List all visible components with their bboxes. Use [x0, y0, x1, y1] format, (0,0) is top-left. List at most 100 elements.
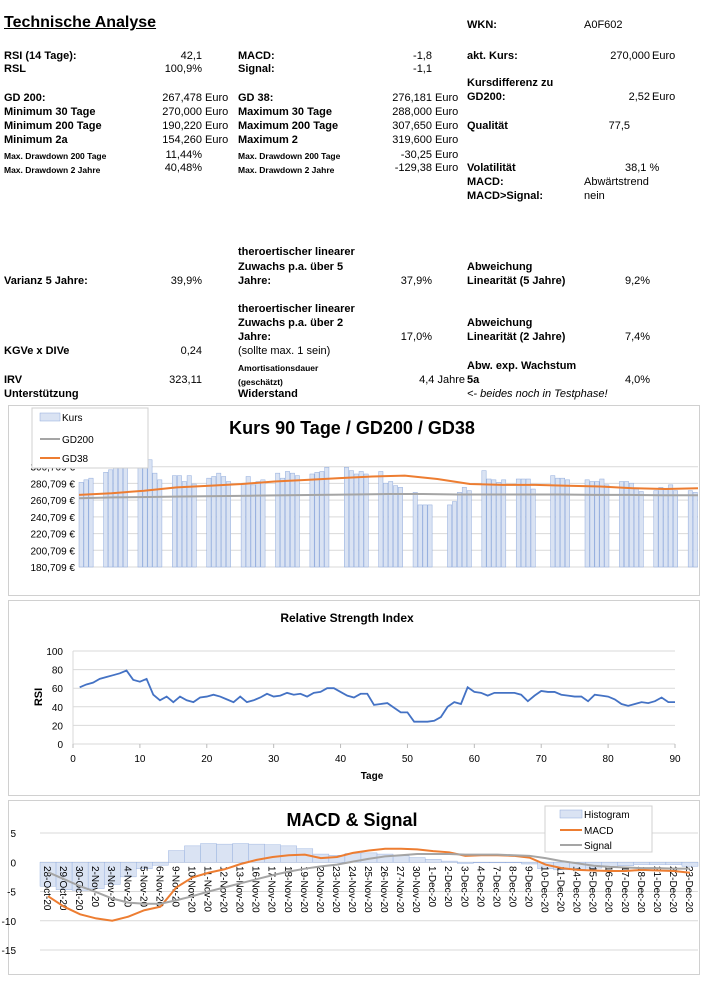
min30-label: Minimum 30 Tage: [4, 106, 96, 118]
histogram-bar: [120, 862, 137, 878]
x-tick-label: 13-Nov-20: [234, 866, 245, 913]
rsi-label: RSI (14 Tage):: [4, 50, 77, 62]
zuw5-l1-value: theroertischer linearer: [238, 246, 355, 258]
kurs-bar: [491, 479, 497, 568]
dd200-label: Max. Drawdown 200 Tage: [4, 151, 107, 161]
kurs-bar: [452, 501, 457, 568]
chart-title: Kurs 90 Tage / GD200 / GD38: [229, 418, 475, 438]
y-tick-label: 80: [52, 666, 64, 677]
x-tick-label: 18-Nov-20: [282, 866, 293, 913]
kurs-bar: [83, 479, 89, 568]
rsi-line: [79, 669, 675, 723]
x-tick-label: 10-Dec-20: [539, 866, 550, 913]
kgve-value: 0,24: [180, 345, 202, 357]
kurs-bar: [594, 481, 600, 568]
macd-value: -1,8: [413, 50, 432, 62]
kurs-bar: [191, 483, 197, 568]
legend-label: MACD: [584, 826, 613, 837]
legend-label: Kurs: [62, 413, 83, 424]
kgve-label: KGVe x DIVe: [4, 345, 70, 357]
max2-label: Maximum 2: [238, 134, 298, 146]
rsi-value: 42,1: [180, 50, 202, 62]
kurs-bar: [142, 463, 148, 568]
kurs-bar: [481, 470, 487, 568]
vola-label: Volatilität: [467, 162, 516, 174]
y-tick-label: 0: [10, 858, 16, 869]
kurs-bar: [555, 477, 561, 568]
abwexp-l1-value: Abw. exp. Wachstum: [467, 360, 577, 372]
kurs-bar: [653, 490, 659, 568]
x-tick-label: 50: [402, 754, 414, 765]
x-tick-label: 9-Nov-20: [169, 866, 180, 908]
kurs-bar: [113, 466, 118, 568]
macd-label: MACD:: [238, 50, 275, 62]
x-tick-label: 2-Dec-20: [442, 866, 453, 908]
x-tick-label: 2-Nov-20: [89, 866, 100, 908]
euro-value: Euro: [435, 92, 459, 104]
dd200e-value: -30,25: [400, 149, 432, 161]
histogram-bar: [681, 862, 699, 867]
abw2-l1-value: Abweichung: [467, 317, 533, 329]
macd-sig-label: MACD>Signal:: [467, 190, 544, 202]
min30-value: 270,000: [162, 106, 202, 118]
x-tick-label: 19-Nov-20: [298, 866, 309, 913]
kurs-bar: [289, 472, 295, 568]
x-tick-label: 3-Dec-20: [458, 866, 469, 908]
kurs-bar: [520, 478, 526, 568]
x-tick-label: 14-Dec-20: [571, 866, 582, 913]
x-tick-label: 23-Nov-20: [330, 866, 341, 913]
kurs-bar: [584, 479, 590, 568]
kurs-bar: [427, 504, 433, 568]
kurs-bar: [353, 473, 359, 568]
zuw2-l3-value: Jahre:: [238, 331, 272, 343]
widerstand-label: Widerstand: [238, 388, 298, 400]
macd-trend-label: MACD:: [467, 176, 504, 188]
histogram-bar: [392, 855, 410, 863]
y-tick-label: 240,709 €: [31, 513, 76, 524]
kurs-bar: [118, 462, 123, 568]
x-tick-label: 22-Dec-20: [667, 866, 678, 913]
kurs-bar: [668, 484, 674, 568]
histogram-bar: [489, 862, 506, 864]
histogram-bar: [264, 844, 281, 863]
x-tick-label: 80: [603, 754, 615, 765]
dd2e-value: -129,38: [394, 162, 432, 174]
kurs-bar: [285, 471, 290, 568]
x-tick-label: 27-Nov-20: [394, 866, 405, 913]
kurs-bar: [211, 476, 217, 568]
y-axis-label: RSI: [33, 688, 45, 706]
kurs-value: 270,000: [610, 50, 650, 62]
kurs-bar: [466, 490, 472, 568]
kurs-bar: [177, 475, 182, 568]
y-tick-label: 0: [57, 740, 63, 751]
vola-value: 38,1 %: [625, 162, 660, 174]
kurs-bar: [78, 482, 84, 568]
chart-title: MACD & Signal: [286, 810, 417, 830]
abw5-l2-value: Linearität (5 Jahre): [467, 275, 566, 287]
histogram-bar: [521, 862, 538, 865]
x-tick-label: 6-Nov-20: [153, 866, 164, 908]
x-tick-label: 28-Oct-20: [41, 866, 52, 911]
kurs-bar: [181, 481, 187, 568]
kurs-bar: [275, 472, 281, 568]
kurs-bar: [604, 484, 610, 568]
zuw2-l1-value: theroertischer linearer: [238, 303, 355, 315]
y-tick-label: 220,709 €: [31, 530, 76, 541]
x-tick-label: 9-Dec-20: [522, 866, 533, 908]
x-tick-label: 11-Dec-20: [555, 866, 566, 912]
histogram-bar: [424, 859, 442, 863]
kurs-bar: [619, 481, 624, 568]
kurs-bar: [88, 477, 94, 568]
histogram-bar: [168, 850, 185, 863]
legend-label: Histogram: [584, 810, 630, 821]
x-tick-label: 70: [536, 754, 548, 765]
x-tick-label: 60: [469, 754, 481, 765]
y-tick-label: 5: [10, 829, 16, 840]
dd200-value: 11,44%: [165, 149, 203, 161]
histogram-bar: [408, 857, 426, 863]
abw2-l2-value: Linearität (2 Jahre): [467, 331, 566, 343]
max2-value: 319,600: [392, 134, 432, 146]
kurs-bar: [550, 475, 556, 568]
y-tick-label: 200,709 €: [31, 546, 76, 557]
